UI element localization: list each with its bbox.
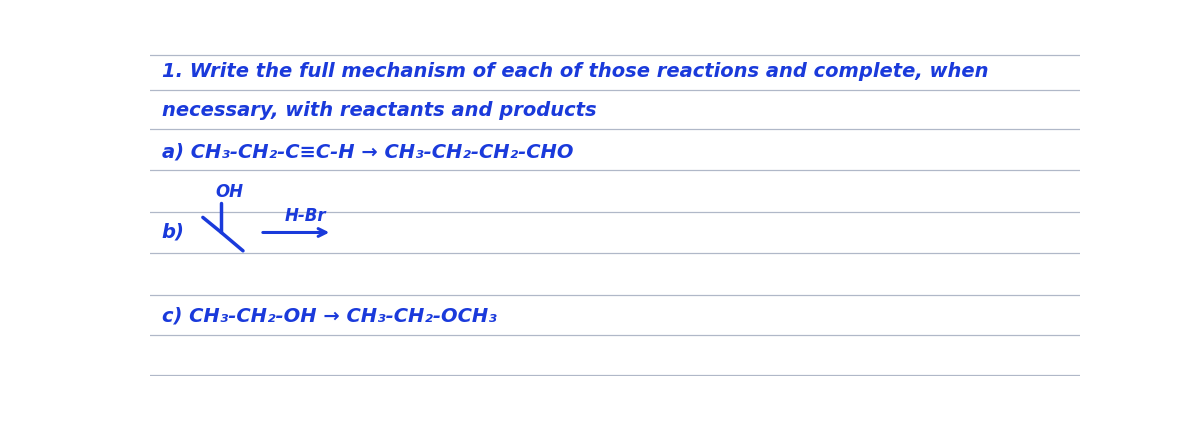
- Text: a) CH₃-CH₂-C≡C-H → CH₃-CH₂-CH₂-CHO: a) CH₃-CH₂-C≡C-H → CH₃-CH₂-CH₂-CHO: [162, 143, 574, 162]
- Text: 1. Write the full mechanism of each of those reactions and complete, when: 1. Write the full mechanism of each of t…: [162, 62, 988, 81]
- Text: c) CH₃-CH₂-OH → CH₃-CH₂-OCH₃: c) CH₃-CH₂-OH → CH₃-CH₂-OCH₃: [162, 307, 497, 326]
- Text: H-Br: H-Br: [284, 206, 326, 225]
- Text: b): b): [162, 223, 185, 242]
- Text: necessary, with reactants and products: necessary, with reactants and products: [162, 101, 596, 120]
- Text: OH: OH: [216, 184, 244, 201]
